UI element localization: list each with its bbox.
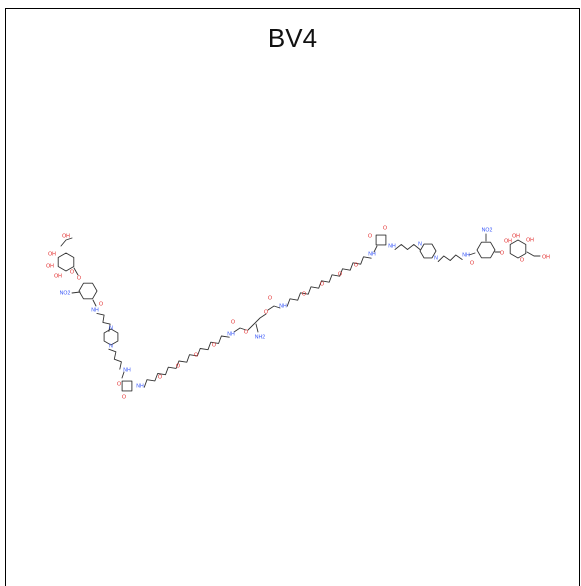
core-chain: [247, 313, 267, 331]
peg-oxygen-label: O: [158, 374, 162, 380]
peg-chain: [143, 335, 230, 388]
carbonyl-oxygen-label: O: [470, 260, 474, 266]
glycosidic-bond: [73, 267, 79, 276]
peg-oxygen-label: O: [302, 291, 306, 297]
amide-nitrogen-label: NH: [462, 252, 470, 258]
peg-oxygen-label: O: [212, 342, 216, 348]
carbonyl-oxygen-label: O: [268, 295, 272, 301]
amide-carbonyl: [468, 252, 476, 256]
figure-title: BV4: [267, 23, 318, 53]
amine-bond: [255, 323, 259, 333]
ether-oxygen-label: O: [500, 250, 504, 256]
squaramide-oxygen-label: O: [368, 233, 372, 239]
carbamate-nitrogen-label: NH: [279, 303, 287, 309]
carbonyl-oxygen-label: O: [99, 301, 103, 307]
amine-nitrogen-label: NH: [368, 251, 376, 257]
peg-oxygen-label: O: [194, 352, 198, 358]
bond-lines: [57, 233, 541, 392]
propyl-linker: [437, 254, 463, 262]
peg-oxygen-label: O: [338, 271, 342, 277]
carbamate-bond: [233, 327, 247, 333]
squaramide-bond: [373, 245, 378, 253]
carbamate-oxygen-label: O: [264, 309, 268, 315]
amine-nitrogen-label: NH: [136, 383, 144, 389]
amide-nitrogen-label: NH: [91, 307, 99, 313]
piperazine-nitrogen-label: N: [418, 241, 422, 247]
sugar-ring: [509, 239, 527, 259]
hydroxyl-label: OH: [48, 251, 56, 257]
benzene-ring: [476, 241, 496, 259]
hydroxymethyl: [60, 237, 73, 247]
peg-oxygen-label: O: [320, 281, 324, 287]
carbonyl-oxygen-label: O: [231, 319, 235, 325]
propyl-linker: [394, 244, 421, 250]
figure-frame: BV4: [5, 8, 580, 586]
piperazine-nitrogen-label: N: [109, 343, 113, 349]
hydroxyl-label: OH: [512, 233, 520, 239]
ring-oxygen-label: O: [70, 269, 74, 275]
peg-oxygen-label: O: [354, 262, 358, 268]
hydroxyl-label: OH: [542, 254, 550, 260]
hydroxyl-label: OH: [504, 238, 512, 244]
carbamate-nitrogen-label: NH: [227, 331, 235, 337]
carbamate-bond: [267, 305, 281, 311]
propyl-linker: [108, 348, 122, 370]
amide-carbonyl: [92, 299, 97, 307]
hydroxyl-label: OH: [46, 263, 54, 269]
amine-nitrogen-label: NH: [123, 367, 131, 373]
amine-label: NH2: [255, 334, 265, 340]
nitro-bond: [71, 291, 81, 294]
hydroxymethyl: [526, 251, 541, 257]
squaramide-oxygen-label: O: [383, 225, 387, 231]
squaramide-oxygen-label: O: [117, 381, 121, 387]
benzene-ring: [78, 282, 98, 300]
peg-oxygen-label: O: [176, 363, 180, 369]
peg-chain: [286, 256, 372, 307]
hydroxyl-label: OH: [62, 233, 70, 239]
nitro-label: NO2: [60, 290, 71, 296]
carbamate-oxygen-label: O: [244, 329, 248, 335]
piperazine-nitrogen-label: N: [109, 325, 113, 331]
piperazine-nitrogen-label: N: [434, 255, 438, 261]
ether-oxygen-label: O: [77, 275, 81, 281]
squaramide-ring: [121, 380, 133, 392]
hydroxyl-label: OH: [54, 273, 62, 279]
squaramide-oxygen-label: O: [122, 394, 126, 400]
atom-labels: OHOHOHOHOONO2ONHNNNHOONHOOOONHOONH2OONHO…: [46, 225, 550, 400]
piperazine-ring: [103, 328, 119, 346]
hydroxyl-label: OH: [526, 237, 534, 243]
piperazine-ring: [419, 243, 437, 259]
squaramide-bond: [121, 371, 125, 379]
sugar-ring: [57, 252, 75, 272]
squaramide-ring: [375, 234, 387, 246]
amine-nitrogen-label: NH: [388, 243, 396, 249]
ring-oxygen-label: O: [520, 257, 524, 263]
propyl-linker: [96, 312, 111, 332]
nitro-label: NO2: [482, 227, 493, 233]
